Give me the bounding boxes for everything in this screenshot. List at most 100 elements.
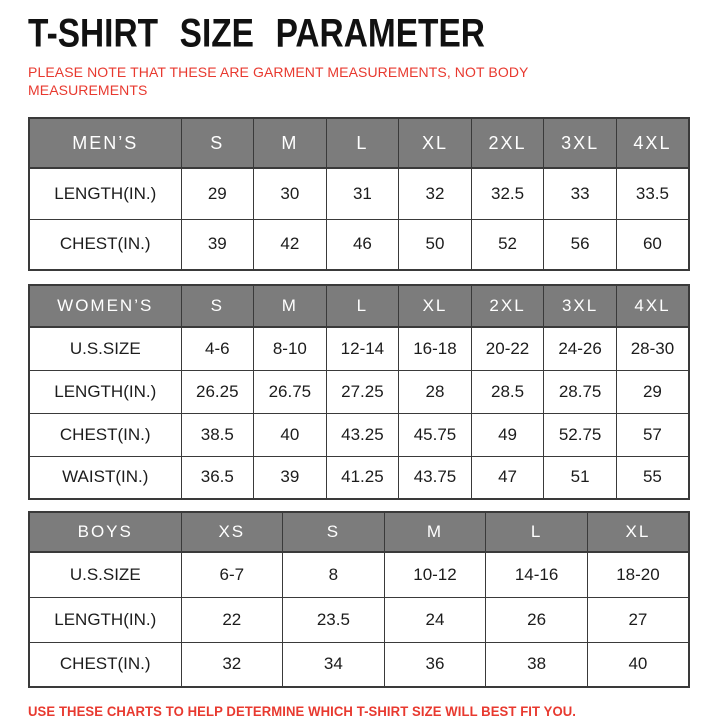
size-column-header: 3XL: [543, 284, 617, 328]
measurement-value-cell: 27: [586, 596, 690, 643]
measurement-value-cell: 6-7: [180, 551, 284, 598]
row-label-cell: U.S.SIZE: [28, 551, 182, 598]
row-label-cell: LENGTH(IN.): [28, 596, 182, 643]
measurement-value-cell: 41.25: [325, 455, 400, 500]
measurement-value-cell: 12-14: [325, 326, 400, 371]
row-label-cell: LENGTH(IN.): [28, 369, 182, 414]
measurement-value-cell: 30: [253, 167, 327, 220]
measurement-value-cell: 27.25: [325, 369, 400, 414]
measurement-value-cell: 51: [543, 455, 617, 500]
table-title-cell: MEN’S: [28, 117, 182, 169]
table-title-cell: WOMEN’S: [28, 284, 182, 328]
measurement-value-cell: 46: [325, 218, 400, 271]
measurement-value-cell: 36: [383, 641, 487, 688]
size-column-header: 2XL: [470, 117, 545, 169]
table-row: WAIST(IN.) 36.5 39 41.25 43.75 47 51 55: [28, 455, 690, 500]
measurement-value-cell: 39: [180, 218, 255, 271]
measurement-value-cell: 31: [325, 167, 400, 220]
measurement-value-cell: 22: [180, 596, 284, 643]
row-label-cell: CHEST(IN.): [28, 412, 182, 457]
header-row: BOYS XS S M L XL: [28, 511, 690, 553]
measurement-value-cell: 24-26: [543, 326, 617, 371]
size-column-header: 4XL: [615, 284, 690, 328]
size-column-header: M: [253, 117, 327, 169]
size-column-header: 4XL: [615, 117, 690, 169]
row-label-cell: CHEST(IN.): [28, 641, 182, 688]
size-column-header: 2XL: [470, 284, 545, 328]
measurement-value-cell: 34: [282, 641, 385, 688]
measurement-value-cell: 32.5: [470, 167, 545, 220]
measurement-value-cell: 28.75: [543, 369, 617, 414]
table-row: CHEST(IN.) 32 34 36 38 40: [28, 641, 690, 688]
measurement-value-cell: 60: [615, 218, 690, 271]
size-column-header: M: [383, 511, 487, 553]
mens-table-body: LENGTH(IN.) 29 30 31 32 32.5 33 33.5 CHEST(IN.) 3…: [28, 167, 690, 271]
size-column-header: L: [485, 511, 588, 553]
womens-table-header: WOMEN’S S M L XL 2XL 3XL 4XL: [28, 284, 690, 328]
row-label-cell: U.S.SIZE: [28, 326, 182, 371]
table-row: LENGTH(IN.) 22 23.5 24 26 27: [28, 596, 690, 643]
size-column-header: XL: [586, 511, 690, 553]
measurement-value-cell: 52: [470, 218, 545, 271]
measurement-value-cell: 40: [586, 641, 690, 688]
size-column-header: L: [325, 117, 400, 169]
measurement-value-cell: 26: [485, 596, 588, 643]
measurement-value-cell: 47: [470, 455, 545, 500]
size-column-header: S: [180, 117, 255, 169]
measurement-value-cell: 23.5: [282, 596, 385, 643]
row-label-cell: LENGTH(IN.): [28, 167, 182, 220]
page-title: T-SHIRT SIZE PARAMETER: [28, 12, 485, 56]
measurement-value-cell: 49: [470, 412, 545, 457]
size-column-header: XL: [398, 284, 472, 328]
measurement-value-cell: 38.5: [180, 412, 255, 457]
table-row: U.S.SIZE 6-7 8 10-12 14-16 18-20: [28, 551, 690, 598]
size-column-header: M: [253, 284, 327, 328]
size-column-header: S: [282, 511, 385, 553]
boys-size-table: BOYS XS S M L XL U.S.SIZE 6-7 8 10-12 14-16 18-20 L…: [28, 511, 690, 688]
size-column-header: L: [325, 284, 400, 328]
measurement-value-cell: 38: [485, 641, 588, 688]
measurement-value-cell: 26.75: [253, 369, 327, 414]
measurement-value-cell: 33.5: [615, 167, 690, 220]
measurement-value-cell: 36.5: [180, 455, 255, 500]
row-label-cell: CHEST(IN.): [28, 218, 182, 271]
measurement-value-cell: 33: [543, 167, 617, 220]
measurement-value-cell: 29: [615, 369, 690, 414]
measurement-value-cell: 18-20: [586, 551, 690, 598]
fit-advice-note: USE THESE CHARTS TO HELP DETERMINE WHICH…: [28, 704, 577, 719]
measurement-value-cell: 32: [398, 167, 472, 220]
table-row: U.S.SIZE 4-6 8-10 12-14 16-18 20-22 24-26 28-30: [28, 326, 690, 371]
measurement-value-cell: 55: [615, 455, 690, 500]
garment-measurement-note: PLEASE NOTE THAT THESE ARE GARMENT MEASU…: [28, 64, 529, 98]
measurement-value-cell: 29: [180, 167, 255, 220]
header-row: WOMEN’S S M L XL 2XL 3XL 4XL: [28, 284, 690, 328]
measurement-value-cell: 14-16: [485, 551, 588, 598]
boys-table-header: BOYS XS S M L XL: [28, 511, 690, 553]
header-row: MEN’S S M L XL 2XL 3XL 4XL: [28, 117, 690, 169]
measurement-value-cell: 57: [615, 412, 690, 457]
size-column-header: S: [180, 284, 255, 328]
table-row: CHEST(IN.) 39 42 46 50 52 56 60: [28, 218, 690, 271]
size-column-header: XL: [398, 117, 472, 169]
measurement-value-cell: 20-22: [470, 326, 545, 371]
measurement-value-cell: 39: [253, 455, 327, 500]
measurement-value-cell: 8-10: [253, 326, 327, 371]
measurement-value-cell: 43.75: [398, 455, 472, 500]
measurement-value-cell: 40: [253, 412, 327, 457]
table-row: LENGTH(IN.) 26.25 26.75 27.25 28 28.5 28.75 29: [28, 369, 690, 414]
measurement-value-cell: 43.25: [325, 412, 400, 457]
table-row: LENGTH(IN.) 29 30 31 32 32.5 33 33.5: [28, 167, 690, 220]
measurement-value-cell: 28.5: [470, 369, 545, 414]
mens-table-header: MEN’S S M L XL 2XL 3XL 4XL: [28, 117, 690, 169]
size-column-header: XS: [180, 511, 284, 553]
measurement-value-cell: 10-12: [383, 551, 487, 598]
measurement-value-cell: 50: [398, 218, 472, 271]
measurement-value-cell: 28: [398, 369, 472, 414]
measurement-value-cell: 42: [253, 218, 327, 271]
measurement-value-cell: 16-18: [398, 326, 472, 371]
measurement-value-cell: 24: [383, 596, 487, 643]
measurement-value-cell: 52.75: [543, 412, 617, 457]
boys-table-body: U.S.SIZE 6-7 8 10-12 14-16 18-20 LENGTH(IN.) 22…: [28, 551, 690, 688]
table-row: CHEST(IN.) 38.5 40 43.25 45.75 49 52.75 57: [28, 412, 690, 457]
